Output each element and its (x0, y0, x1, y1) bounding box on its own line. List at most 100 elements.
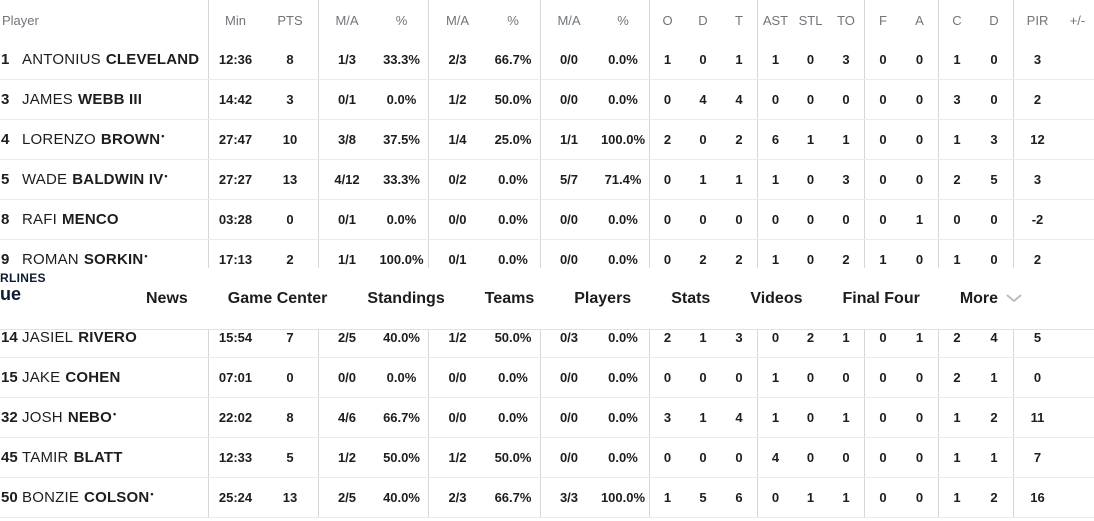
stat-to: 1 (842, 490, 850, 505)
column-header-pir: PIR (1013, 0, 1061, 40)
stat-fg3-ma: 2/3 (428, 40, 486, 79)
player-name-link[interactable]: TAMIR BLATT (22, 438, 208, 477)
stat-pir: 16 (1013, 478, 1061, 517)
stat-a: 0 (915, 490, 924, 505)
euroleague-logo[interactable]: RLINES ue (0, 272, 46, 303)
stat-reb-t: 0 (735, 370, 743, 385)
stat-fg3-pct: 0.0% (498, 212, 528, 227)
stat-stl: 1 (806, 132, 815, 147)
player-last-name: WEBB III (78, 91, 143, 108)
player-name-link[interactable]: ANTONIUS CLEVELAND (22, 40, 208, 79)
stat-reb-o: 2 (649, 120, 685, 159)
player-row: 1 ANTONIUS CLEVELAND 12:36 8 1/3 33.3% 2/3 66.7%… (0, 40, 1094, 80)
stat-fg2-ma: 4/6 (318, 398, 375, 437)
nav-item-label: Players (574, 289, 632, 307)
stat-fg2-ma: 1/1 (318, 240, 375, 279)
player-last-name: COHEN (65, 369, 121, 386)
jersey-number: 1 (1, 51, 10, 68)
stat-min: 15:54 (208, 318, 262, 357)
player-first-name: TAMIR (22, 449, 69, 466)
stat-fg2-pct: 33.3% (383, 52, 420, 67)
stat-fg2-pct: 40.0% (383, 330, 420, 345)
player-name-link[interactable]: JASIEL RIVERO (22, 318, 208, 357)
jersey-number: 15 (1, 369, 18, 386)
player-row: 8 RAFI MENCO 03:28 0 0/1 0.0% 0/0 0.0% 0/0 0.0% 0 0 0… (0, 200, 1094, 240)
player-last-name: MENCO (61, 211, 119, 228)
nav-item-label: News (146, 289, 188, 307)
player-name-link[interactable]: ROMAN SORKIN • (22, 250, 148, 268)
nav-item-players[interactable]: Players (574, 290, 631, 308)
column-header-a: A (915, 12, 924, 28)
stat-c: 2 (938, 160, 975, 199)
stat-reb-t: 4 (735, 92, 743, 107)
stat-reb-d: 0 (699, 52, 707, 67)
stat-reb-d: 1 (699, 330, 707, 345)
stat-d: 2 (990, 410, 998, 425)
stat-reb-o: 0 (649, 358, 685, 397)
nav-item-more[interactable]: More (960, 290, 1022, 308)
player-name-link[interactable]: JOSH NEBO • (22, 408, 117, 426)
stat-min: 03:28 (208, 200, 262, 239)
stat-pir: -2 (1013, 200, 1061, 239)
stat-stl: 0 (806, 172, 815, 187)
logo-line-1: RLINES (0, 271, 46, 285)
stat-fg3-ma: 1/2 (428, 318, 486, 357)
stat-fg2-ma: 0/1 (318, 80, 375, 119)
nav-item-stats[interactable]: Stats (671, 290, 710, 308)
stat-fg3-pct: 50.0% (494, 330, 532, 345)
stat-f: 0 (864, 358, 901, 397)
stat-fg2-ma: 3/8 (318, 120, 375, 159)
nav-item-teams[interactable]: Teams (485, 290, 535, 308)
stat-to: 2 (842, 252, 850, 267)
stat-reb-d: 5 (699, 490, 707, 505)
player-name-link[interactable]: JAMES WEBB III (22, 80, 208, 119)
stat-ft-ma: 0/0 (540, 80, 597, 119)
nav-item-game-center[interactable]: Game Center (228, 290, 328, 308)
player-last-name: NEBO (67, 409, 112, 426)
stat-plus-minus (1061, 40, 1094, 79)
player-last-name: BALDWIN IV (72, 171, 164, 188)
stat-a: 0 (915, 410, 924, 425)
stat-reb-t: 2 (735, 252, 743, 267)
stat-reb-o: 0 (649, 200, 685, 239)
nav-item-label: Game Center (227, 289, 328, 307)
jersey-number: 4 (1, 131, 10, 148)
stat-reb-o: 3 (649, 398, 685, 437)
nav-item-news[interactable]: News (146, 290, 188, 308)
stat-d: 4 (990, 330, 998, 345)
player-name-link[interactable]: RAFI MENCO (22, 200, 208, 239)
nav-item-videos[interactable]: Videos (750, 290, 802, 308)
player-name-link[interactable]: JAKE COHEN (22, 358, 208, 397)
stat-min: 12:33 (208, 438, 262, 477)
stat-min: 27:27 (208, 160, 262, 199)
stat-plus-minus (1061, 120, 1094, 159)
stat-ast: 1 (757, 398, 793, 437)
stat-c: 3 (938, 80, 975, 119)
nav-item-final-four[interactable]: Final Four (842, 290, 919, 308)
stat-to: 3 (842, 172, 850, 187)
stat-reb-t: 1 (735, 52, 743, 67)
stat-pir: 3 (1013, 160, 1061, 199)
player-row: 15 JAKE COHEN 07:01 0 0/0 0.0% 0/0 0.0% 0/0 0.0% 0 0… (0, 358, 1094, 398)
stat-pir: 11 (1013, 398, 1061, 437)
player-first-name: JOSH (22, 409, 63, 426)
stat-ast: 0 (757, 80, 793, 119)
player-name-link[interactable]: WADE BALDWIN IV • (22, 170, 168, 188)
table-header-row: Player Min PTS M/A % M/A % M/A % O D T A… (0, 0, 1094, 40)
stat-ft-pct: 0.0% (608, 212, 638, 227)
stat-reb-d: 2 (699, 252, 707, 267)
player-first-name: JAKE (22, 369, 61, 386)
stat-reb-t: 0 (735, 212, 743, 227)
stat-stl: 0 (806, 92, 815, 107)
jersey-number: 8 (1, 211, 10, 228)
nav-item-standings[interactable]: Standings (367, 290, 444, 308)
stat-reb-o: 0 (649, 438, 685, 477)
stat-plus-minus (1061, 80, 1094, 119)
player-row: 45 TAMIR BLATT 12:33 5 1/2 50.0% 1/2 50.0% 0/0 0.0… (0, 438, 1094, 478)
player-name-link[interactable]: LORENZO BROWN • (22, 130, 165, 148)
stat-pir: 5 (1013, 318, 1061, 357)
column-header-f: F (864, 0, 901, 40)
player-name-link[interactable]: BONZIE COLSON • (22, 488, 154, 506)
player-first-name: JASIEL (22, 329, 74, 346)
stat-ft-ma: 5/7 (540, 160, 597, 199)
